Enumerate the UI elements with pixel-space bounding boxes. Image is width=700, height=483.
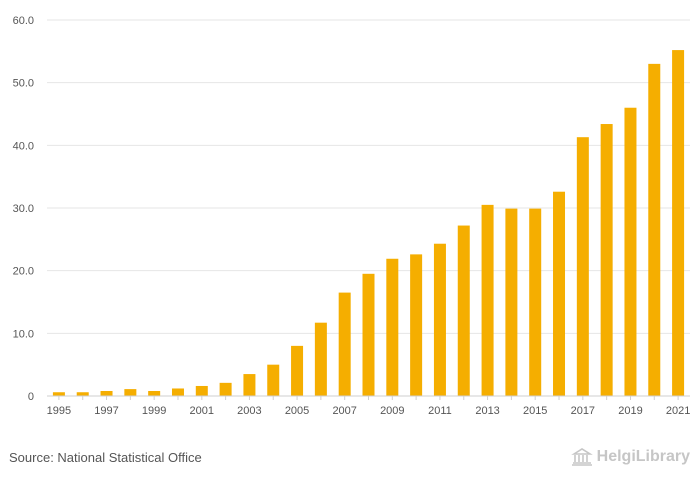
bar-2001[interactable]	[195, 385, 208, 396]
bar-1995[interactable]	[52, 392, 65, 396]
bar-2014[interactable]	[505, 208, 518, 396]
bar-2006[interactable]	[314, 322, 327, 396]
x-tick-label: 2015	[523, 405, 547, 417]
x-tick-label: 1999	[142, 405, 166, 417]
bar-2017[interactable]	[576, 137, 589, 397]
axis-layer: 0 10.0 20.0 30.0 40.0 50.0 60.0 1995 1997 1999 200…	[13, 15, 691, 417]
bar-1996[interactable]	[76, 392, 89, 396]
bar-2015[interactable]	[529, 208, 542, 396]
bar-2021[interactable]	[672, 50, 685, 397]
bar-2016[interactable]	[553, 191, 566, 396]
bar-2019[interactable]	[624, 107, 637, 396]
bar-2012[interactable]	[457, 225, 470, 396]
brand-logo[interactable]: HelgiLibrary	[570, 448, 690, 466]
x-tick-label: 2005	[285, 405, 309, 417]
library-icon	[570, 448, 593, 466]
bar-2011[interactable]	[433, 243, 446, 396]
brand-name: HelgiLibrary	[596, 448, 690, 465]
y-tick-label: 0	[28, 391, 34, 403]
bar-2002[interactable]	[219, 382, 232, 396]
bar-2000[interactable]	[171, 388, 184, 396]
x-tick-label: 1997	[94, 405, 118, 417]
bar-1999[interactable]	[148, 390, 161, 396]
bar-2005[interactable]	[291, 345, 304, 396]
y-tick-label: 20.0	[13, 266, 34, 278]
bar-2004[interactable]	[267, 364, 280, 396]
y-tick-label: 10.0	[13, 328, 34, 340]
bar-1997[interactable]	[100, 390, 113, 396]
x-tick-label: 2011	[428, 405, 452, 417]
y-tick-label: 50.0	[13, 78, 34, 90]
x-tick-label: 2013	[475, 405, 499, 417]
source-note: Source: National Statistical Office	[9, 450, 202, 465]
y-tick-label: 40.0	[13, 140, 34, 152]
bar-chart: 0 10.0 20.0 30.0 40.0 50.0 60.0 1995 1997 1999 200…	[13, 15, 691, 417]
x-tick-label: 2021	[666, 405, 690, 417]
bar-2003[interactable]	[243, 374, 256, 396]
x-tick-label: 2007	[332, 405, 356, 417]
bar-2013[interactable]	[481, 204, 494, 396]
bar-2008[interactable]	[362, 273, 375, 396]
bar-2018[interactable]	[600, 124, 613, 396]
x-tick-label: 1995	[47, 405, 71, 417]
bar-1998[interactable]	[124, 389, 137, 396]
bar-2010[interactable]	[410, 254, 423, 396]
bar-2007[interactable]	[338, 292, 351, 396]
y-tick-label: 30.0	[13, 203, 34, 215]
x-tick-label: 2003	[237, 405, 261, 417]
y-tick-label: 60.0	[13, 15, 34, 27]
x-tick-label: 2019	[618, 405, 642, 417]
x-tick-label: 2001	[190, 405, 214, 417]
x-tick-label: 2017	[571, 405, 595, 417]
bar-2020[interactable]	[648, 63, 661, 396]
bar-2009[interactable]	[386, 258, 399, 396]
x-tick-label: 2009	[380, 405, 404, 417]
bar-layer	[52, 50, 685, 397]
